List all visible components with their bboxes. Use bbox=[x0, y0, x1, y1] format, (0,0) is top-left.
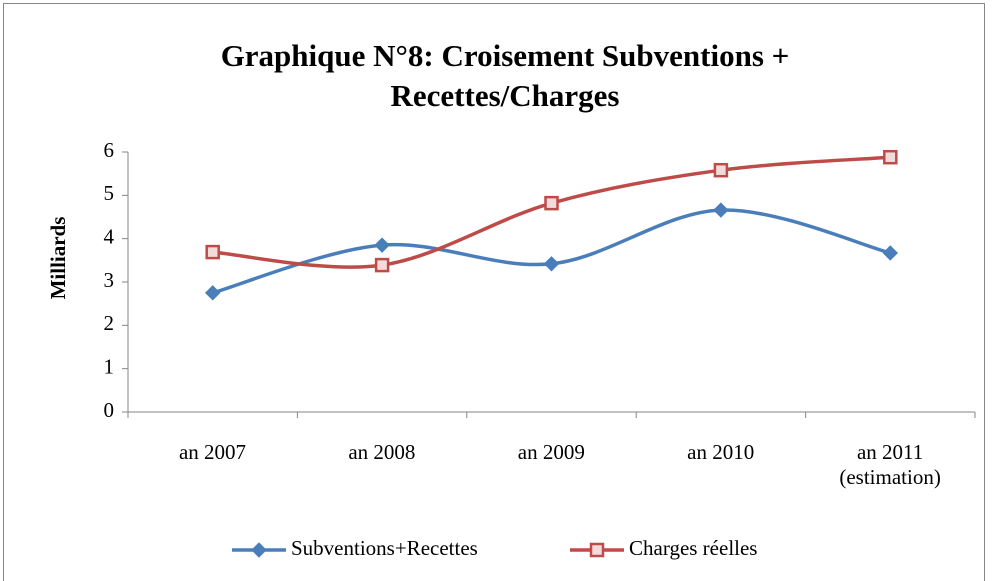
x-tick-label: an 2008 bbox=[348, 440, 416, 464]
legend-label: Charges réelles bbox=[629, 536, 757, 560]
y-axis-label: Milliards bbox=[46, 217, 70, 300]
chart-title: Graphique N°8: Croisement Subventions + … bbox=[220, 38, 790, 113]
y-tick-label: 6 bbox=[104, 138, 115, 162]
x-tick-label: an 2011 (estimation) bbox=[839, 440, 941, 489]
y-tick-label: 5 bbox=[104, 181, 115, 205]
data-point bbox=[544, 195, 559, 211]
data-point bbox=[713, 202, 729, 218]
data-point bbox=[204, 285, 221, 301]
legend-marker bbox=[251, 542, 267, 558]
x-tick-label: an 2007 bbox=[178, 440, 247, 464]
y-tick-label: 4 bbox=[104, 224, 115, 248]
series-line bbox=[212, 208, 891, 295]
data-point bbox=[883, 149, 898, 165]
y-tick-label: 1 bbox=[104, 354, 115, 378]
y-tick-label: 0 bbox=[104, 398, 115, 422]
series-line bbox=[212, 155, 891, 269]
data-point bbox=[882, 245, 899, 261]
chart-border bbox=[3, 3, 985, 581]
x-tick-label: an 2010 bbox=[687, 440, 755, 464]
legend-marker bbox=[589, 542, 605, 558]
legend-label: Subventions+Recettes bbox=[291, 536, 478, 560]
data-point bbox=[374, 257, 390, 273]
data-point bbox=[713, 162, 729, 178]
x-tick-label: an 2009 bbox=[517, 440, 585, 464]
y-tick-label: 3 bbox=[104, 268, 115, 292]
data-point bbox=[205, 244, 220, 260]
data-point bbox=[374, 237, 390, 253]
y-tick-label: 2 bbox=[104, 311, 115, 335]
data-point bbox=[543, 256, 560, 272]
